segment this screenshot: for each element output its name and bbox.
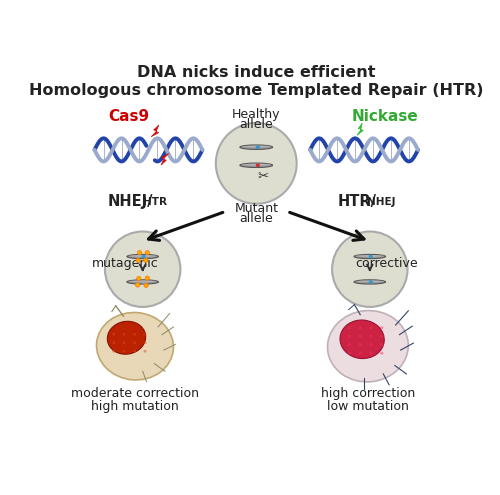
Ellipse shape [380,326,384,329]
Text: Cas9: Cas9 [108,109,150,124]
Ellipse shape [108,321,146,354]
Text: NHEJ/: NHEJ/ [107,195,152,209]
Ellipse shape [256,163,260,167]
Circle shape [136,276,141,281]
Ellipse shape [144,342,146,344]
Ellipse shape [369,326,372,329]
Ellipse shape [133,333,136,336]
Text: low mutation: low mutation [327,400,409,413]
Ellipse shape [142,280,146,284]
Ellipse shape [380,343,384,346]
Ellipse shape [242,146,271,148]
Circle shape [136,258,140,262]
Circle shape [138,250,141,255]
Ellipse shape [369,343,372,346]
Ellipse shape [348,326,351,329]
Text: moderate correction: moderate correction [71,387,199,400]
Circle shape [332,232,407,307]
Ellipse shape [144,350,146,352]
Ellipse shape [340,320,384,358]
Ellipse shape [369,335,372,338]
Ellipse shape [380,335,384,338]
Circle shape [144,258,148,262]
Ellipse shape [127,254,158,258]
Ellipse shape [358,351,362,355]
Ellipse shape [112,342,116,344]
Ellipse shape [133,342,136,344]
Text: Nickase: Nickase [352,109,418,124]
Text: Homologous chromosome Templated Repair (HTR): Homologous chromosome Templated Repair (… [29,84,483,99]
Circle shape [136,283,140,287]
Polygon shape [357,123,364,136]
Circle shape [216,123,296,204]
Ellipse shape [242,164,271,166]
Text: NHEJ: NHEJ [367,197,396,207]
Ellipse shape [356,280,384,282]
Ellipse shape [328,310,408,382]
Ellipse shape [144,333,146,336]
Text: allele: allele [240,118,273,131]
Ellipse shape [240,145,272,149]
Ellipse shape [368,255,373,258]
Text: high mutation: high mutation [91,400,179,413]
Text: mutagenic: mutagenic [92,257,158,270]
Circle shape [105,232,180,307]
Ellipse shape [358,326,362,329]
Ellipse shape [122,350,126,352]
Circle shape [144,283,148,288]
Ellipse shape [348,343,351,346]
Text: HTR: HTR [144,197,168,207]
Text: Healthy: Healthy [232,108,280,121]
Ellipse shape [240,163,272,167]
Ellipse shape [358,335,362,338]
Text: ✂: ✂ [258,170,268,183]
Ellipse shape [127,280,158,284]
Text: allele: allele [240,211,273,225]
Ellipse shape [142,255,146,258]
Ellipse shape [122,342,126,344]
Ellipse shape [368,280,373,284]
Text: DNA nicks induce efficient: DNA nicks induce efficient [137,65,376,80]
Ellipse shape [133,350,136,352]
Text: high correction: high correction [321,387,415,400]
Ellipse shape [128,280,157,282]
Ellipse shape [112,333,116,336]
Ellipse shape [354,254,386,258]
Text: corrective: corrective [356,257,418,270]
Circle shape [145,276,150,280]
Ellipse shape [256,146,260,149]
Ellipse shape [122,333,126,336]
Text: HTR/: HTR/ [338,195,376,209]
Ellipse shape [96,312,174,380]
Ellipse shape [358,343,362,346]
Ellipse shape [354,280,386,284]
Ellipse shape [348,335,351,338]
Ellipse shape [128,255,157,257]
Ellipse shape [348,351,351,355]
Text: Mutant: Mutant [234,202,278,215]
Polygon shape [151,125,159,137]
Ellipse shape [112,350,116,352]
Ellipse shape [380,351,384,355]
Circle shape [145,250,150,255]
Ellipse shape [356,255,384,257]
Polygon shape [161,153,169,165]
Ellipse shape [369,351,372,355]
